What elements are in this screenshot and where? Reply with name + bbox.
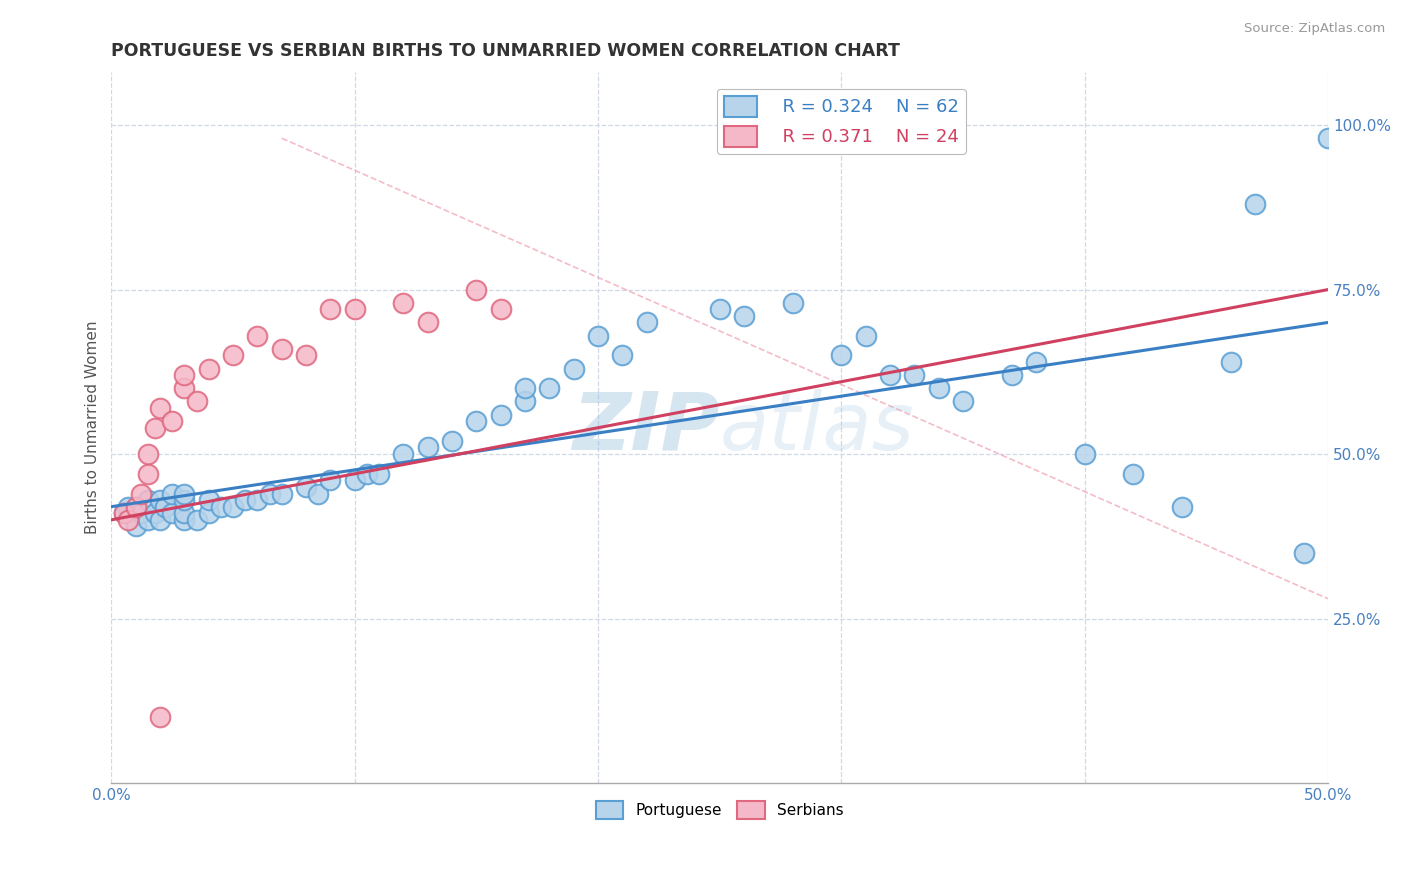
Point <box>562 361 585 376</box>
Point <box>112 506 135 520</box>
Point <box>1219 355 1241 369</box>
Point <box>162 506 184 520</box>
Point <box>246 328 269 343</box>
Point <box>1317 131 1340 145</box>
Point <box>830 348 852 362</box>
Point <box>143 506 166 520</box>
Point <box>173 513 195 527</box>
Point <box>173 368 195 383</box>
Text: ZIP: ZIP <box>572 389 720 467</box>
Point <box>117 513 139 527</box>
Point <box>1171 500 1194 514</box>
Point <box>356 467 378 481</box>
Point <box>136 467 159 481</box>
Text: PORTUGUESE VS SERBIAN BIRTHS TO UNMARRIED WOMEN CORRELATION CHART: PORTUGUESE VS SERBIAN BIRTHS TO UNMARRIE… <box>111 42 900 60</box>
Point <box>270 342 292 356</box>
Point <box>129 486 152 500</box>
Point <box>879 368 901 383</box>
Point <box>129 506 152 520</box>
Point <box>441 434 464 448</box>
Point <box>143 421 166 435</box>
Point <box>1244 197 1267 211</box>
Point <box>903 368 925 383</box>
Point <box>586 328 609 343</box>
Point <box>489 302 512 317</box>
Point <box>612 348 634 362</box>
Point <box>733 309 755 323</box>
Point <box>117 500 139 514</box>
Point <box>246 493 269 508</box>
Point <box>173 506 195 520</box>
Point <box>153 500 176 514</box>
Point <box>186 394 208 409</box>
Point <box>307 486 329 500</box>
Point <box>125 519 148 533</box>
Text: atlas: atlas <box>720 389 914 467</box>
Point <box>125 500 148 514</box>
Point <box>1074 447 1097 461</box>
Point <box>162 486 184 500</box>
Point <box>782 295 804 310</box>
Point <box>259 486 281 500</box>
Point <box>162 414 184 428</box>
Point <box>636 315 658 329</box>
Point <box>465 414 488 428</box>
Point <box>392 447 415 461</box>
Point <box>513 381 536 395</box>
Point <box>222 500 245 514</box>
Point <box>1001 368 1024 383</box>
Point <box>343 474 366 488</box>
Point <box>538 381 561 395</box>
Point <box>465 283 488 297</box>
Point <box>1122 467 1144 481</box>
Point <box>855 328 877 343</box>
Point <box>392 295 415 310</box>
Point <box>136 493 159 508</box>
Point <box>149 513 172 527</box>
Y-axis label: Births to Unmarried Women: Births to Unmarried Women <box>86 321 100 534</box>
Point <box>368 467 391 481</box>
Point <box>186 513 208 527</box>
Point <box>319 474 342 488</box>
Point <box>416 441 439 455</box>
Point <box>149 493 172 508</box>
Point <box>149 710 172 724</box>
Point <box>136 447 159 461</box>
Point <box>270 486 292 500</box>
Point <box>222 348 245 362</box>
Point <box>928 381 950 395</box>
Point <box>416 315 439 329</box>
Point <box>295 480 318 494</box>
Point <box>209 500 232 514</box>
Point <box>136 513 159 527</box>
Point <box>125 500 148 514</box>
Point <box>489 408 512 422</box>
Point <box>173 493 195 508</box>
Point <box>952 394 974 409</box>
Point <box>149 401 172 415</box>
Point <box>173 381 195 395</box>
Point <box>295 348 318 362</box>
Point <box>1292 546 1315 560</box>
Point <box>709 302 731 317</box>
Legend: Portuguese, Serbians: Portuguese, Serbians <box>589 796 849 825</box>
Point <box>197 506 219 520</box>
Point <box>319 302 342 317</box>
Point <box>197 493 219 508</box>
Point <box>173 486 195 500</box>
Point <box>233 493 256 508</box>
Text: Source: ZipAtlas.com: Source: ZipAtlas.com <box>1244 22 1385 36</box>
Point <box>513 394 536 409</box>
Point <box>1025 355 1047 369</box>
Point <box>197 361 219 376</box>
Point <box>343 302 366 317</box>
Point <box>112 506 135 520</box>
